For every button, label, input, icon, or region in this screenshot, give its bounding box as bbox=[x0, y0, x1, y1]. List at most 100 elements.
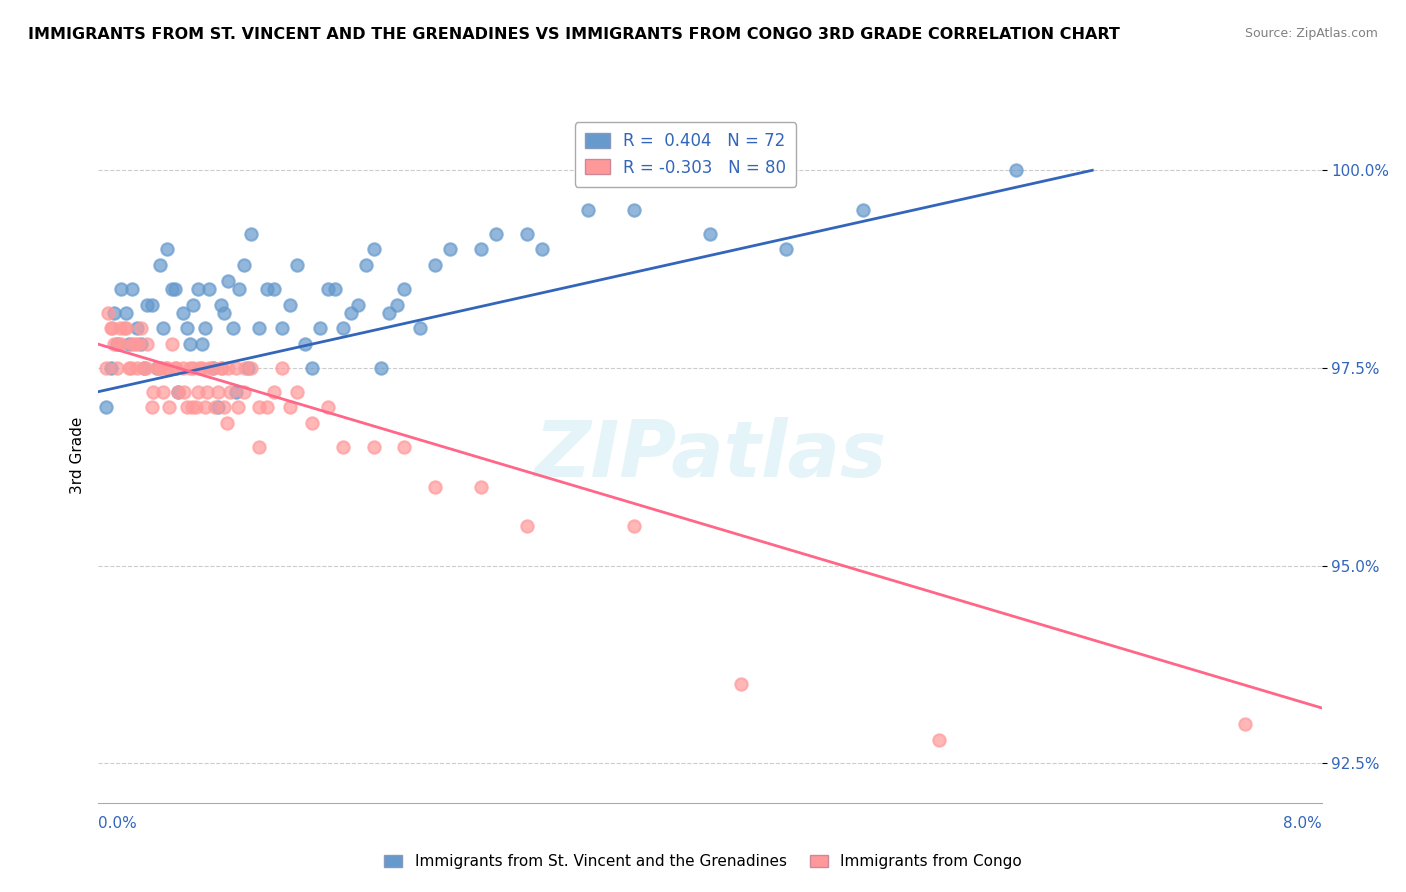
Point bbox=[211, 361, 233, 376]
Point bbox=[209, 361, 232, 376]
Point bbox=[363, 243, 385, 257]
Point bbox=[149, 361, 172, 376]
Point bbox=[485, 227, 508, 241]
Point bbox=[152, 384, 174, 399]
Point bbox=[187, 282, 209, 296]
Point bbox=[530, 243, 553, 257]
Point bbox=[173, 384, 195, 399]
Point bbox=[332, 440, 354, 454]
Point bbox=[120, 361, 142, 376]
Point bbox=[163, 282, 186, 296]
Point bbox=[125, 321, 148, 335]
Point bbox=[256, 282, 278, 296]
Point bbox=[217, 274, 239, 288]
Point bbox=[167, 384, 190, 399]
Point bbox=[699, 227, 721, 241]
Point bbox=[94, 361, 117, 376]
Point bbox=[247, 321, 270, 335]
Point bbox=[294, 337, 316, 351]
Point bbox=[392, 440, 416, 454]
Point bbox=[204, 401, 226, 415]
Legend: Immigrants from St. Vincent and the Grenadines, Immigrants from Congo: Immigrants from St. Vincent and the Gren… bbox=[378, 848, 1028, 875]
Point bbox=[103, 305, 125, 319]
Text: Source: ZipAtlas.com: Source: ZipAtlas.com bbox=[1244, 27, 1378, 40]
Point bbox=[212, 305, 235, 319]
Point bbox=[470, 479, 492, 493]
Point bbox=[202, 361, 225, 376]
Point bbox=[202, 361, 225, 376]
Point bbox=[172, 305, 194, 319]
Point bbox=[167, 384, 190, 399]
Point bbox=[191, 361, 214, 376]
Point bbox=[115, 305, 138, 319]
Point bbox=[101, 321, 124, 335]
Point bbox=[191, 337, 214, 351]
Point bbox=[240, 361, 263, 376]
Point bbox=[209, 298, 232, 312]
Point bbox=[423, 479, 446, 493]
Point bbox=[141, 401, 163, 415]
Point bbox=[157, 401, 180, 415]
Point bbox=[150, 361, 173, 376]
Point bbox=[152, 321, 174, 335]
Point bbox=[852, 202, 875, 217]
Text: ZIPatlas: ZIPatlas bbox=[534, 417, 886, 493]
Point bbox=[107, 337, 129, 351]
Point bbox=[515, 227, 537, 241]
Point bbox=[256, 401, 278, 415]
Point bbox=[176, 321, 198, 335]
Point bbox=[470, 243, 492, 257]
Point bbox=[100, 361, 122, 376]
Point bbox=[112, 321, 135, 335]
Point bbox=[278, 298, 301, 312]
Point bbox=[124, 337, 146, 351]
Point bbox=[156, 361, 179, 376]
Point bbox=[278, 401, 301, 415]
Point bbox=[270, 361, 294, 376]
Point bbox=[363, 440, 385, 454]
Point bbox=[110, 337, 132, 351]
Point bbox=[163, 361, 186, 376]
Point bbox=[181, 361, 204, 376]
Point bbox=[134, 361, 156, 376]
Point bbox=[232, 258, 254, 272]
Point bbox=[385, 298, 408, 312]
Legend: R =  0.404   N = 72, R = -0.303   N = 80: R = 0.404 N = 72, R = -0.303 N = 80 bbox=[575, 122, 796, 186]
Point bbox=[232, 384, 254, 399]
Point bbox=[285, 384, 308, 399]
Point bbox=[188, 361, 211, 376]
Point bbox=[176, 401, 198, 415]
Point bbox=[121, 282, 143, 296]
Point bbox=[219, 384, 242, 399]
Point bbox=[378, 305, 401, 319]
Point bbox=[285, 258, 308, 272]
Point bbox=[121, 337, 143, 351]
Point bbox=[325, 282, 347, 296]
Point bbox=[228, 282, 250, 296]
Point bbox=[142, 384, 165, 399]
Point bbox=[226, 401, 249, 415]
Text: IMMIGRANTS FROM ST. VINCENT AND THE GRENADINES VS IMMIGRANTS FROM CONGO 3RD GRAD: IMMIGRANTS FROM ST. VINCENT AND THE GREN… bbox=[28, 27, 1121, 42]
Point bbox=[194, 401, 217, 415]
Point bbox=[247, 440, 270, 454]
Point bbox=[238, 361, 260, 376]
Point bbox=[110, 282, 132, 296]
Point bbox=[309, 321, 332, 335]
Point bbox=[1004, 163, 1026, 178]
Point bbox=[392, 282, 416, 296]
Point bbox=[215, 417, 238, 431]
Point bbox=[165, 361, 187, 376]
Point bbox=[108, 321, 131, 335]
Point bbox=[136, 298, 159, 312]
Point bbox=[225, 384, 247, 399]
Point bbox=[263, 384, 285, 399]
Point bbox=[197, 361, 219, 376]
Point bbox=[225, 361, 247, 376]
Point bbox=[118, 361, 141, 376]
Point bbox=[181, 298, 204, 312]
Point bbox=[354, 258, 377, 272]
Point bbox=[160, 282, 183, 296]
Point bbox=[301, 361, 323, 376]
Point bbox=[187, 384, 209, 399]
Point bbox=[160, 337, 183, 351]
